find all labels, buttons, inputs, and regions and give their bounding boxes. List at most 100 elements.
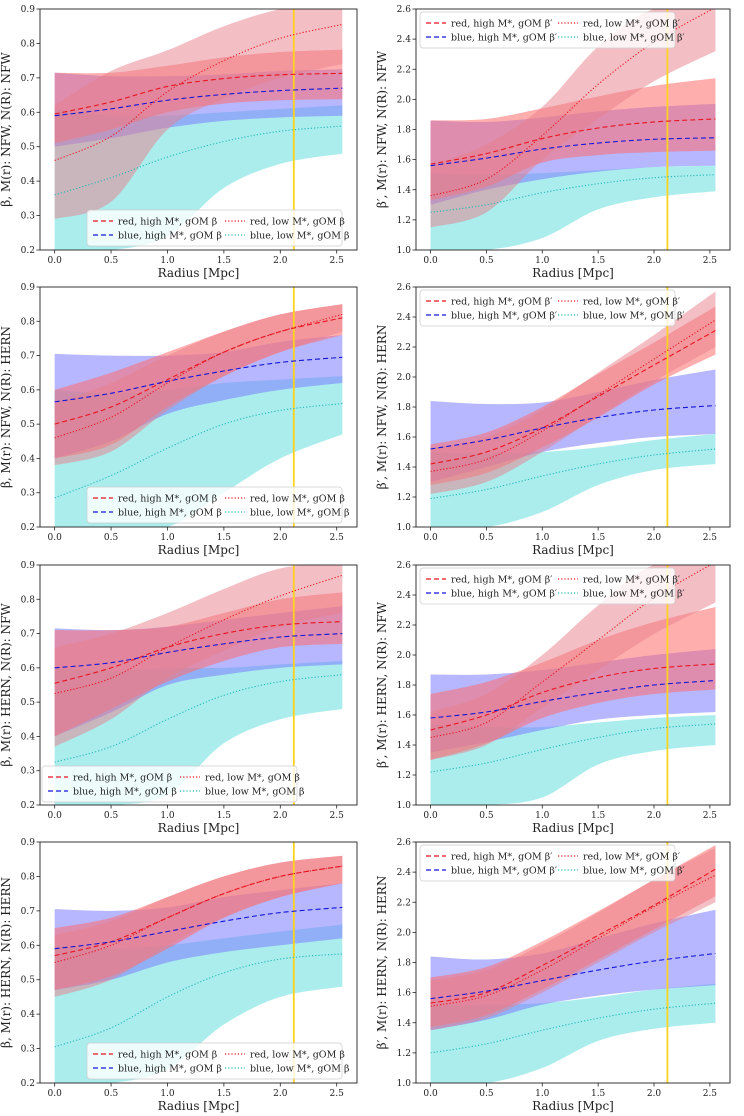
y-tick-label: 0.7 (21, 352, 36, 362)
legend-entry: red, low M*, gOM β′ (583, 852, 680, 863)
axes-frame (39, 8, 358, 251)
legend-entry: blue, high M*, gOM β (118, 508, 222, 519)
y-tick-label: 1.4 (397, 186, 412, 196)
x-tick-label: 0.5 (479, 1089, 494, 1099)
legend: red, high M*, gOM β blue, high M*, gOM β r… (86, 1042, 350, 1080)
legend-entry: red, high M*, gOM β′ (451, 297, 552, 308)
x-tick-label: 0.5 (104, 1089, 119, 1099)
series-line-2 (430, 137, 716, 167)
y-tick-label: 2.0 (397, 651, 412, 661)
legend-entry: blue, high M*, gOM β′ (451, 311, 557, 322)
x-tick-label: 0.0 (423, 811, 438, 821)
y-tick-label: 0.9 (21, 838, 36, 848)
series-line-4 (430, 723, 716, 773)
series-line-1 (54, 865, 343, 957)
legend-entry: red, low M*, gOM β (250, 217, 345, 228)
chart-panel-3: 0.0 0.5 1.0 1.5 2.0 2.5 0.2 0.3 0.4 0.5 0.6 0.7 0.8 0… (0, 283, 358, 557)
chart-panel-2: 0.0 0.5 1.0 1.5 2.0 2.5 1.0 1.2 1.4 1.6 1.8 2.0 2.2 2… (375, 5, 731, 280)
y-tick-label: 1.4 (397, 741, 412, 751)
y-tick-label: 1.0 (397, 246, 412, 256)
legend-entry: blue, high M*, gOM β′ (451, 33, 557, 44)
y-tick-label: 0.8 (21, 317, 36, 327)
y-tick-label: 1.2 (397, 771, 411, 781)
y-tick-label: 1.2 (397, 216, 411, 226)
x-axis-label: Radius [Mpc] (532, 543, 614, 557)
y-axis-label: β′, M(r): HERN, N(R): HERN (375, 876, 389, 1050)
x-tick-label: 0.5 (479, 533, 494, 543)
plot-area (54, 287, 343, 527)
y-tick-label: 1.0 (397, 801, 412, 811)
y-tick-label: 2.0 (397, 928, 412, 938)
legend-box (419, 844, 676, 882)
x-axis-label: Radius [Mpc] (532, 266, 614, 280)
series-line-3 (54, 574, 343, 695)
confidence-band-3 (430, 9, 716, 228)
y-tick-label: 0.4 (21, 177, 36, 187)
series-line-2 (54, 633, 343, 669)
y-tick-label: 1.8 (397, 959, 412, 969)
y-tick-label: 0.2 (21, 523, 35, 533)
series-line-4 (54, 953, 343, 1048)
series-line-4 (430, 174, 716, 213)
x-tick-label: 2.0 (647, 1089, 662, 1099)
series-line-4 (54, 403, 343, 499)
y-tick-label: 0.5 (21, 976, 36, 986)
x-tick-label: 1.0 (535, 811, 550, 821)
series-line-1 (430, 868, 716, 1004)
y-tick-label: 1.8 (397, 126, 412, 136)
plot-area (430, 842, 716, 1083)
y-tick-label: 2.6 (397, 561, 412, 571)
x-tick-label: 0.5 (479, 811, 494, 821)
chart-panel-8: 0.0 0.5 1.0 1.5 2.0 2.5 1.0 1.2 1.4 1.6 1.8 2.0 2.2 2… (375, 838, 731, 1113)
y-tick-label: 1.6 (397, 156, 412, 166)
y-tick-label: 1.6 (397, 711, 412, 721)
y-axis-label: β′, M(r): NFW, N(R): HERN (375, 325, 389, 490)
x-tick-label: 2.0 (647, 811, 662, 821)
legend-entry: blue, low M*, gOM β (250, 508, 350, 519)
y-tick-label: 2.4 (397, 35, 412, 45)
y-tick-label: 0.7 (21, 630, 36, 640)
series-line-3 (430, 874, 716, 1007)
y-tick-label: 0.7 (21, 74, 36, 84)
y-axis-label: β, M(r): HERN, N(R): HERN (0, 877, 13, 1048)
y-tick-label: 0.8 (21, 872, 36, 882)
y-tick-label: 0.8 (21, 39, 36, 49)
series-line-3 (430, 319, 716, 473)
y-tick-label: 0.6 (21, 664, 36, 674)
series-line-2 (430, 679, 716, 719)
x-tick-label: 0.0 (48, 811, 63, 821)
y-tick-label: 0.3 (21, 767, 36, 777)
y-tick-label: 0.3 (21, 489, 36, 499)
x-tick-label: 2.5 (703, 811, 718, 821)
legend-entry: blue, low M*, gOM β (250, 1064, 350, 1075)
series-line-2 (430, 404, 716, 450)
y-tick-label: 1.6 (397, 989, 412, 999)
legend: red, high M*, gOM β blue, high M*, gOM β r… (86, 209, 350, 247)
x-tick-label: 1.0 (160, 811, 175, 821)
y-tick-label: 1.8 (397, 403, 412, 413)
legend-entry: red, low M*, gOM β′ (583, 297, 680, 308)
y-tick-label: 2.2 (397, 65, 411, 75)
y-tick-label: 2.2 (397, 898, 411, 908)
series-line-1 (430, 118, 716, 165)
x-tick-label: 2.5 (330, 533, 345, 543)
legend-entry: blue, low M*, gOM β′ (583, 33, 685, 44)
y-tick-label: 2.4 (397, 591, 412, 601)
y-tick-label: 0.5 (21, 143, 36, 153)
x-axis-label: Radius [Mpc] (158, 1099, 240, 1113)
y-tick-label: 1.0 (397, 1079, 412, 1089)
y-axis-label: β, M(r): HERN, N(R): NFW (0, 603, 13, 767)
legend: red, high M*, gOM β′ blue, high M*, gOM β… (419, 567, 685, 605)
y-axis-label: β′, M(r): HERN, N(R): NFW (375, 601, 389, 768)
x-axis-label: Radius [Mpc] (532, 1099, 614, 1113)
y-tick-label: 0.9 (21, 5, 36, 15)
confidence-band-3 (430, 291, 716, 494)
x-tick-label: 0.5 (104, 533, 119, 543)
y-tick-label: 2.4 (397, 868, 412, 878)
legend-entry: red, low M*, gOM β′ (583, 19, 680, 30)
legend: red, high M*, gOM β blue, high M*, gOM β r… (41, 765, 305, 803)
y-tick-label: 0.4 (21, 732, 36, 742)
x-tick-label: 2.0 (273, 533, 288, 543)
legend-entry: red, low M*, gOM β (250, 494, 345, 505)
